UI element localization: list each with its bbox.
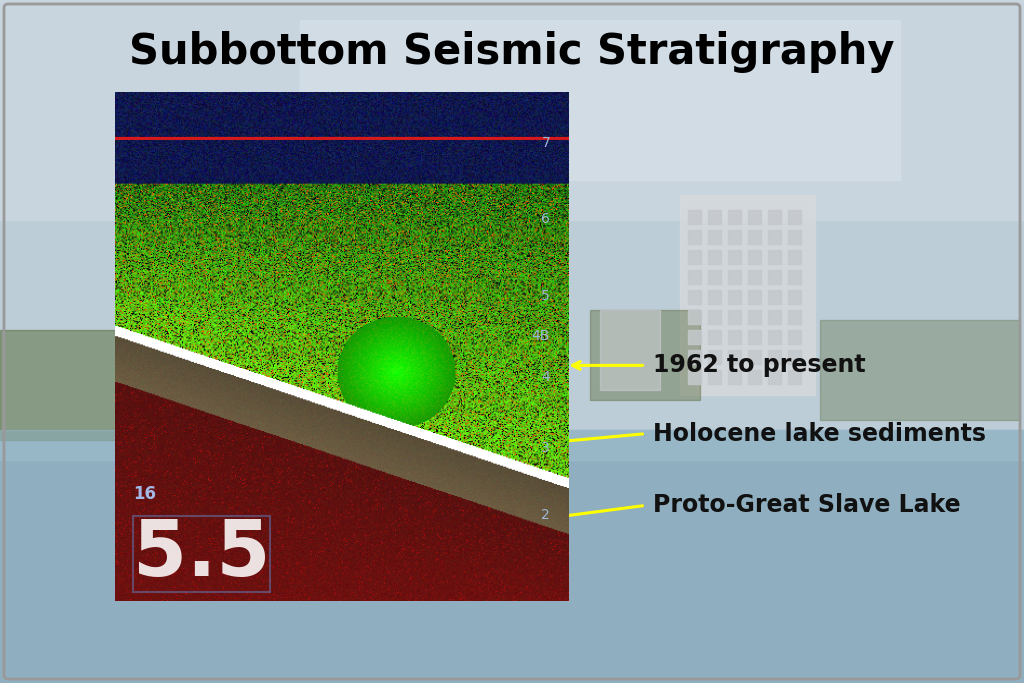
Text: 6: 6 [542, 212, 550, 226]
Bar [768, 370, 781, 384]
Bar [708, 210, 721, 224]
Bar [590, 310, 700, 400]
Bar [708, 290, 721, 304]
Bar [788, 250, 801, 264]
Bar [688, 270, 701, 284]
Bar [788, 290, 801, 304]
Bar [748, 330, 761, 344]
Bar [688, 230, 701, 244]
Bar [728, 250, 741, 264]
Text: Subbottom Seismic Stratigraphy: Subbottom Seismic Stratigraphy [129, 31, 895, 73]
Bar [0, 0, 1024, 220]
Bar [748, 350, 761, 364]
Bar [708, 370, 721, 384]
Bar [708, 330, 721, 344]
Bar [728, 310, 741, 324]
Bar [680, 195, 815, 395]
Bar [768, 250, 781, 264]
Bar [0, 430, 1024, 460]
Bar [788, 370, 801, 384]
Bar [728, 210, 741, 224]
Bar [748, 250, 761, 264]
Bar [768, 290, 781, 304]
Bar [688, 350, 701, 364]
Bar [748, 270, 761, 284]
Bar [708, 250, 721, 264]
Bar [748, 310, 761, 324]
Bar [728, 330, 741, 344]
Bar [788, 210, 801, 224]
Bar [728, 270, 741, 284]
Bar [0, 430, 1024, 683]
Bar [768, 270, 781, 284]
Bar [708, 270, 721, 284]
Bar [768, 210, 781, 224]
Bar [688, 210, 701, 224]
Bar [768, 350, 781, 364]
Text: Proto-Great Slave Lake: Proto-Great Slave Lake [653, 493, 961, 518]
Bar [728, 290, 741, 304]
Bar [748, 370, 761, 384]
Bar [748, 290, 761, 304]
Bar [768, 230, 781, 244]
Text: 3: 3 [542, 441, 550, 456]
Text: Holocene lake sediments: Holocene lake sediments [653, 421, 986, 446]
Bar [688, 310, 701, 324]
Bar [728, 230, 741, 244]
Bar [708, 310, 721, 324]
Text: 2: 2 [542, 507, 550, 522]
Bar [768, 330, 781, 344]
Text: 4: 4 [542, 370, 550, 384]
Text: 4B: 4B [531, 329, 550, 344]
Bar [708, 230, 721, 244]
Text: 16: 16 [133, 486, 156, 503]
Bar [820, 320, 1020, 420]
Bar [688, 290, 701, 304]
Bar [768, 310, 781, 324]
Bar [728, 370, 741, 384]
Bar [748, 210, 761, 224]
Bar [688, 330, 701, 344]
Bar [788, 350, 801, 364]
Bar [0, 330, 120, 440]
Bar [788, 270, 801, 284]
Bar [748, 230, 761, 244]
Bar [708, 350, 721, 364]
Text: 1962 to present: 1962 to present [653, 353, 866, 378]
Text: 7: 7 [542, 136, 550, 150]
Bar [788, 230, 801, 244]
Text: 5: 5 [542, 289, 550, 303]
Bar [788, 310, 801, 324]
Bar [300, 20, 900, 180]
Bar [600, 310, 660, 390]
Bar [788, 330, 801, 344]
Text: 5.5: 5.5 [133, 516, 270, 591]
Bar [688, 250, 701, 264]
Bar [728, 350, 741, 364]
Bar [688, 370, 701, 384]
